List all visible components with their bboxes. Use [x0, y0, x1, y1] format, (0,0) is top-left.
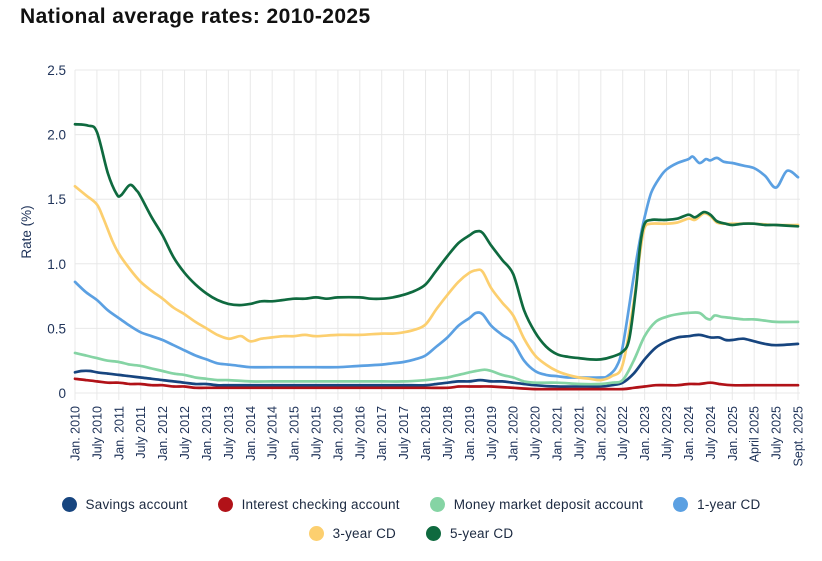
legend-item-interest-checking-account: Interest checking account [217, 497, 400, 512]
series-line-interest-checking-account [73, 377, 800, 391]
rates-line-chart: 0 0.5 1.0 1.5 2.0 2.5 Rate (%) Jan. 2010 July 20… [19, 63, 806, 467]
legend-color-dot [308, 526, 324, 541]
legend-color-dot [429, 497, 445, 512]
legend-label: 1-year CD [697, 497, 761, 512]
x-tick-label: Jan. 2024 [682, 406, 696, 461]
x-tick-label: Jan. 2017 [375, 406, 389, 461]
x-tick-label: July 2010 [90, 406, 104, 460]
x-tick-label: July 2016 [353, 406, 367, 460]
legend-label: Interest checking account [241, 497, 400, 512]
x-tick-label: July 2019 [485, 406, 499, 460]
legend-row: 3-year CD 5-year CD [308, 526, 514, 541]
x-tick-label: Jan. 2015 [288, 406, 302, 461]
y-tick-label: 1.5 [47, 192, 66, 207]
series-line-money-market-deposit-account [73, 311, 800, 386]
y-axis-title: Rate (%) [19, 205, 34, 258]
legend-label: Money market deposit account [453, 497, 644, 512]
chart-legend: Savings account Interest checking account… [0, 497, 822, 541]
x-tick-label: Jan. 2022 [594, 406, 608, 461]
x-tick-label: July 2011 [134, 406, 148, 459]
x-tick-label: July 2018 [441, 406, 455, 460]
x-tick-label: July 2025 [770, 406, 784, 460]
x-tick-label: Jan. 2013 [200, 406, 214, 461]
legend-color-dot [61, 497, 77, 512]
legend-item-3-year-cd: 3-year CD [308, 526, 396, 541]
legend-item-5-year-cd: 5-year CD [426, 526, 513, 541]
y-tick-label: 1.0 [47, 257, 66, 272]
x-tick-label: Jan. 2011 [112, 406, 126, 460]
series-line-3-year-cd [73, 184, 800, 382]
x-tick-label: Jan. 2012 [156, 406, 170, 461]
legend-label: 3-year CD [332, 526, 396, 541]
y-axis-labels: 0 0.5 1.0 1.5 2.0 2.5 [47, 63, 66, 401]
x-tick-label: July 2015 [310, 406, 324, 460]
x-tick-label: Jan. 2010 [69, 406, 83, 461]
x-tick-label: July 2022 [616, 406, 630, 460]
x-tick-label: July 2021 [572, 406, 586, 460]
legend-color-dot [217, 497, 233, 512]
legend-label: 5-year CD [450, 526, 514, 541]
series-line-5-year-cd [73, 122, 800, 361]
x-tick-label: Jan. 2019 [463, 406, 477, 461]
legend-color-dot [673, 497, 689, 512]
x-tick-label: July 2014 [266, 406, 280, 460]
y-tick-label: 2.0 [47, 128, 66, 143]
x-tick-label: Sept. 2025 [792, 406, 806, 467]
x-tick-label: July 2023 [660, 406, 674, 460]
x-tick-label: July 2020 [529, 406, 543, 460]
y-tick-label: 2.5 [47, 63, 66, 78]
x-tick-label: July 2012 [178, 406, 192, 460]
x-tick-label: Jan. 2014 [244, 406, 258, 461]
y-tick-label: 0.5 [47, 321, 66, 336]
series-line-1-year-cd [73, 155, 800, 379]
x-tick-label: Jan. 2016 [331, 406, 345, 461]
series-line-savings-account [73, 333, 800, 388]
x-tick-label: Jan. 2018 [419, 406, 433, 461]
legend-color-dot [426, 526, 441, 541]
legend-item-1-year-cd: 1-year CD [673, 497, 760, 512]
x-tick-label: Jan. 2023 [638, 406, 652, 461]
legend-item-savings-account: Savings account [61, 497, 188, 512]
x-tick-label: Jan. 2021 [551, 406, 565, 461]
y-tick-label: 0 [58, 386, 66, 401]
legend-row: Savings account Interest checking account… [61, 497, 761, 512]
x-tick-label: July 2013 [222, 406, 236, 460]
x-tick-label: Jan. 2025 [726, 406, 740, 461]
x-axis-labels: Jan. 2010 July 2010 Jan. 2011 July 2011 Jan.… [69, 406, 806, 467]
x-tick-label: April 2025 [748, 406, 762, 462]
x-tick-label: July 2024 [704, 406, 718, 460]
chart-title: National average rates: 2010-2025 [20, 5, 371, 28]
x-tick-label: Jan. 2020 [507, 406, 521, 461]
legend-label: Savings account [85, 497, 188, 512]
x-tick-label: July 2017 [397, 406, 411, 460]
gridlines [74, 69, 800, 400]
legend-item-money-market-deposit-account: Money market deposit account [429, 497, 644, 512]
